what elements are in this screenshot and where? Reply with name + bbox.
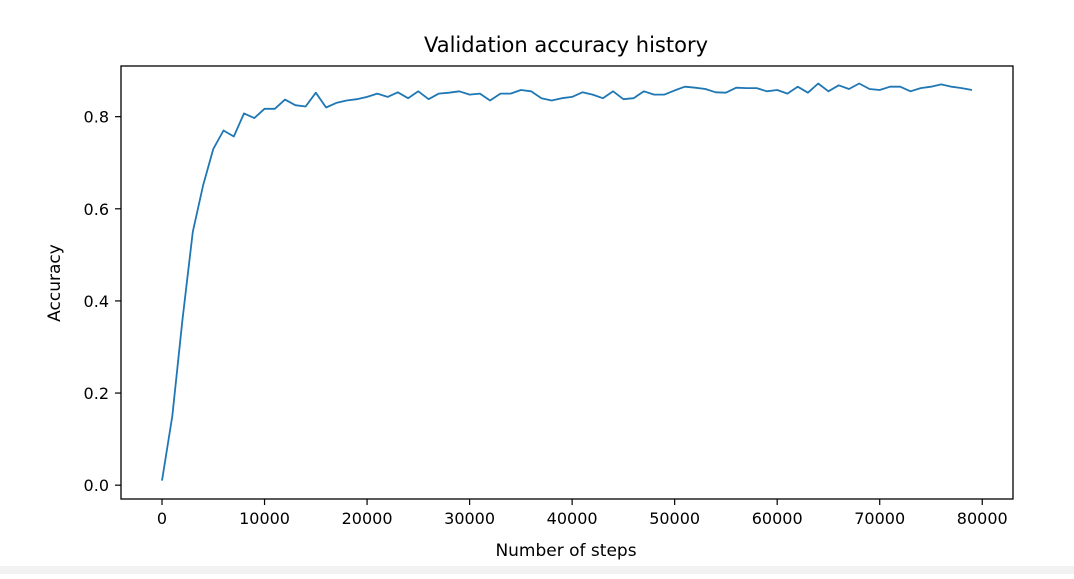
x-tick-label: 60000 (752, 509, 803, 528)
series-group (161, 82, 973, 481)
y-tick-label: 0.8 (84, 108, 109, 127)
y-axis-label: Accuracy (45, 244, 65, 322)
x-tick-label: 40000 (547, 509, 598, 528)
chart-title: Validation accuracy history (424, 33, 708, 57)
x-tick-label: 10000 (239, 509, 290, 528)
y-tick-label: 0.0 (84, 476, 109, 495)
x-tick-label: 30000 (444, 509, 495, 528)
accuracy-line (161, 82, 973, 481)
x-axis-label: Number of steps (495, 541, 636, 561)
y-tick-label: 0.4 (84, 292, 109, 311)
x-tick-label: 70000 (854, 509, 905, 528)
x-tick-label: 0 (157, 509, 167, 528)
y-tick-label: 0.6 (84, 200, 109, 219)
plot-frame (120, 65, 1014, 500)
bottom-strip (0, 566, 1074, 574)
x-tick-label: 20000 (342, 509, 393, 528)
x-tick-label: 80000 (957, 509, 1008, 528)
x-tick-label: 50000 (649, 509, 700, 528)
y-tick-label: 0.2 (84, 384, 109, 403)
axes-group: 0 10000 20000 30000 40000 50000 60000 70000 8000… (84, 108, 1008, 528)
